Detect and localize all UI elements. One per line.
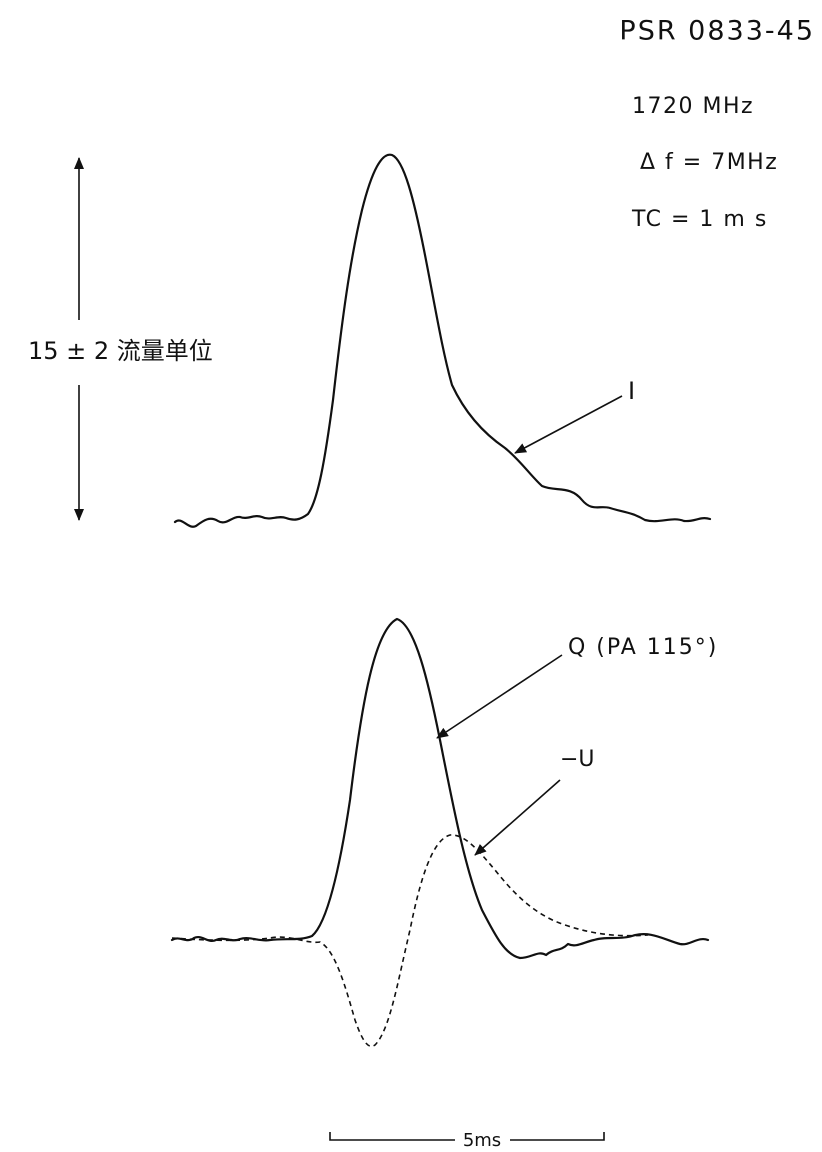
title: PSR 0833-45: [619, 16, 815, 47]
frequency: 1720 MHz: [632, 94, 754, 119]
scale-label: 15 ± 2 流量单位: [28, 337, 213, 365]
time-constant: TC = 1 m s: [631, 207, 768, 232]
curve-label: I: [628, 377, 635, 405]
label-arrow: [514, 395, 623, 454]
u-profile: [171, 834, 649, 1047]
curve-label: Q (PA 115°): [568, 635, 718, 660]
intensity-profile: [173, 153, 712, 528]
bandwidth: Δ f = 7MHz: [640, 150, 778, 175]
q-profile: [170, 617, 710, 960]
label-arrow: [474, 779, 561, 856]
time-scale-bar: [329, 1132, 455, 1141]
label-arrow: [436, 654, 563, 739]
time-scale-label: 5ms: [463, 1130, 501, 1151]
curve-label: −U: [560, 747, 595, 772]
time-scale-bar: [510, 1132, 605, 1141]
